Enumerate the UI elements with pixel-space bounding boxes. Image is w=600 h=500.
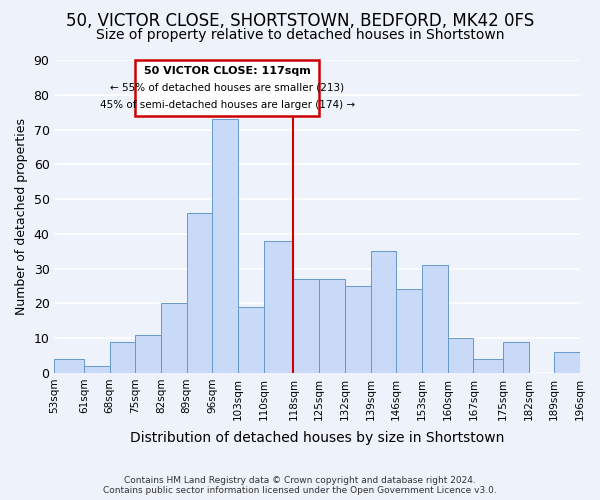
Text: Contains HM Land Registry data © Crown copyright and database right 2024.
Contai: Contains HM Land Registry data © Crown c… [103, 476, 497, 495]
Text: 50, VICTOR CLOSE, SHORTSTOWN, BEDFORD, MK42 0FS: 50, VICTOR CLOSE, SHORTSTOWN, BEDFORD, M… [66, 12, 534, 30]
Bar [264, 241, 293, 373]
Bar [319, 279, 345, 373]
Text: 50 VICTOR CLOSE: 117sqm: 50 VICTOR CLOSE: 117sqm [144, 66, 311, 76]
Y-axis label: Number of detached properties: Number of detached properties [15, 118, 28, 315]
X-axis label: Distribution of detached houses by size in Shortstown: Distribution of detached houses by size … [130, 431, 505, 445]
Bar [187, 213, 212, 373]
Bar [554, 352, 580, 373]
FancyBboxPatch shape [135, 60, 319, 116]
Text: 45% of semi-detached houses are larger (174) →: 45% of semi-detached houses are larger (… [100, 100, 355, 110]
Bar [238, 307, 264, 373]
Bar [212, 119, 238, 373]
Bar [55, 359, 84, 373]
Text: ← 55% of detached houses are smaller (213): ← 55% of detached houses are smaller (21… [110, 83, 344, 93]
Bar [448, 338, 473, 373]
Bar [371, 251, 396, 373]
Bar [473, 359, 503, 373]
Bar [293, 279, 319, 373]
Bar [84, 366, 110, 373]
Bar [422, 265, 448, 373]
Bar [110, 342, 135, 373]
Text: Size of property relative to detached houses in Shortstown: Size of property relative to detached ho… [96, 28, 504, 42]
Bar [161, 304, 187, 373]
Bar [503, 342, 529, 373]
Bar [135, 334, 161, 373]
Bar [396, 290, 422, 373]
Bar [345, 286, 371, 373]
